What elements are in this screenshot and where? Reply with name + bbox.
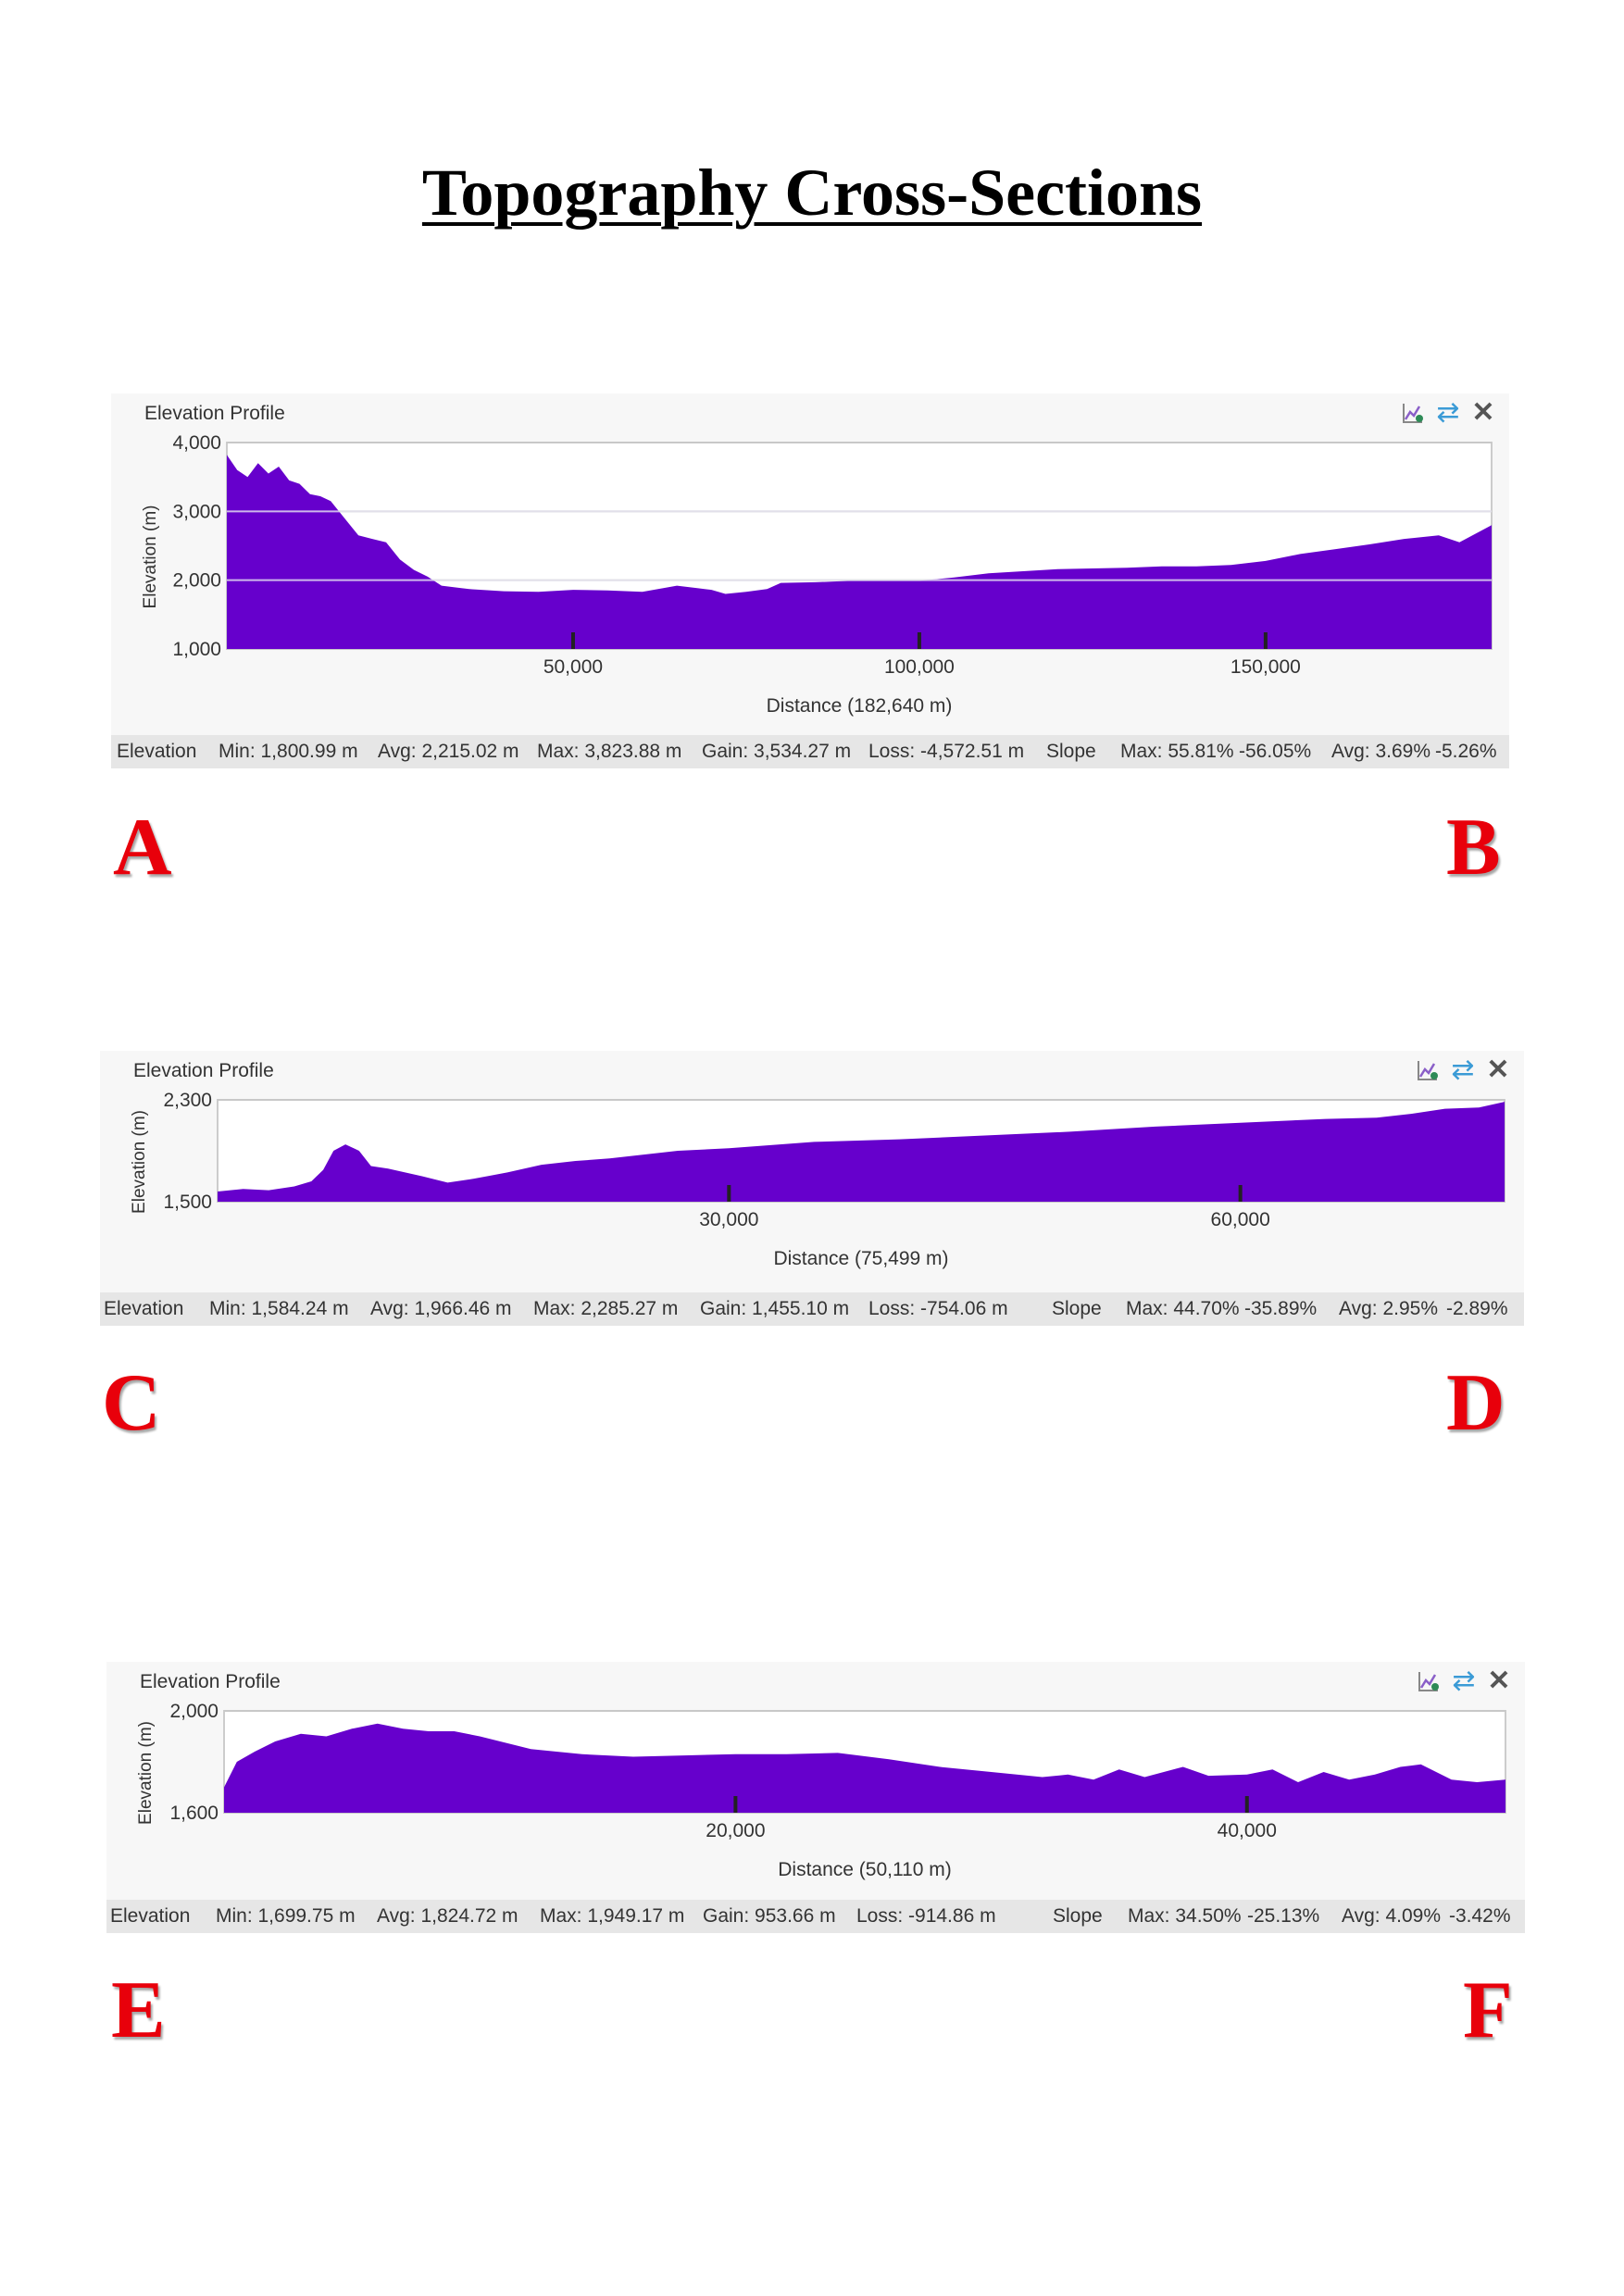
close-icon[interactable]: ✕	[1471, 397, 1495, 428]
panel-title: Elevation Profile	[140, 1671, 281, 1692]
stat-slope-min: -56.05%	[1239, 741, 1312, 762]
stat-slope-label: Slope	[1053, 1905, 1103, 1927]
document-title: Topography Cross-Sections	[421, 156, 1203, 230]
x-tick-mark	[1244, 1796, 1249, 1813]
stat-loss: Loss: -754.06 m	[868, 1298, 1008, 1319]
chart-export-icon[interactable]	[1416, 1668, 1442, 1694]
chart-export-icon[interactable]	[1415, 1057, 1441, 1083]
close-icon[interactable]: ✕	[1487, 1666, 1511, 1696]
elevation-chart-cd: 1,500 2,300 30,000 60,000 Distance (75,499 m…	[130, 1090, 1505, 1269]
point-label-b: B	[1446, 803, 1501, 892]
stat-slope-max: Max: 55.81%	[1120, 741, 1234, 762]
y-tick-label: 2,000	[172, 570, 221, 592]
x-tick-label: 40,000	[1218, 1820, 1277, 1841]
point-label-a: A	[113, 803, 172, 892]
stat-elevation-label: Elevation	[110, 1905, 191, 1927]
x-axis-label: Distance (50,110 m)	[778, 1859, 952, 1880]
elevation-area-series	[224, 1723, 1505, 1813]
stat-loss: Loss: -4,572.51 m	[868, 741, 1025, 762]
y-axis-label: Elevation (m)	[136, 1721, 156, 1825]
swap-direction-icon[interactable]: ⇄	[1436, 397, 1460, 428]
y-tick-label: 2,000	[169, 1701, 219, 1722]
x-axis-label: Distance (75,499 m)	[773, 1248, 948, 1269]
stat-max: Max: 1,949.17 m	[540, 1905, 685, 1927]
point-label-f: F	[1463, 1965, 1513, 2055]
y-axis-label: Elevation (m)	[130, 1110, 149, 1214]
elevation-chart-ef: 1,600 2,000 20,000 40,000 Distance (50,110 m…	[136, 1701, 1506, 1880]
x-tick-mark	[727, 1185, 731, 1202]
stat-gain: Gain: 3,534.27 m	[702, 741, 852, 762]
panel-toolbar: ⇄ ✕	[1400, 399, 1496, 427]
elevation-chart-ab: 1,000 2,000 3,000 4,000 50,000 100,000 150,000…	[141, 432, 1493, 717]
stat-elevation-label: Elevation	[117, 741, 197, 762]
stat-slope-max: Max: 44.70%	[1126, 1298, 1240, 1319]
stat-avg: Avg: 1,966.46 m	[370, 1298, 512, 1319]
stats-bar: Elevation Min: 1,800.99 m Avg: 2,215.02 …	[111, 735, 1509, 768]
x-tick-label: 50,000	[543, 656, 603, 678]
swap-direction-icon[interactable]: ⇄	[1452, 1666, 1476, 1696]
close-icon[interactable]: ✕	[1486, 1054, 1510, 1085]
stat-slope-avg: Avg: 2.95%	[1339, 1298, 1439, 1319]
point-label-c: C	[102, 1358, 161, 1448]
stat-max: Max: 2,285.27 m	[533, 1298, 679, 1319]
elevation-profile-panel-ab: Elevation Profile ⇄ ✕ 1,000 2,000 3,000 4,0…	[111, 393, 1509, 768]
x-tick-label: 20,000	[706, 1820, 765, 1841]
y-tick-label: 2,300	[163, 1090, 212, 1111]
stat-slope-avg: Avg: 3.69%	[1331, 741, 1431, 762]
stat-slope-avg-neg: -3.42%	[1449, 1905, 1511, 1927]
stat-slope-label: Slope	[1046, 741, 1096, 762]
panel-title: Elevation Profile	[133, 1060, 274, 1081]
stat-slope-min: -25.13%	[1247, 1905, 1320, 1927]
elevation-profile-panel-ef: Elevation Profile ⇄ ✕ 1,600 2,000 20,000 40…	[106, 1662, 1525, 1933]
stat-slope-avg: Avg: 4.09%	[1342, 1905, 1442, 1927]
stat-slope-avg-neg: -2.89%	[1446, 1298, 1508, 1319]
stat-avg: Avg: 1,824.72 m	[377, 1905, 518, 1927]
chart-export-icon[interactable]	[1400, 400, 1426, 426]
x-tick-mark	[1238, 1185, 1243, 1202]
stat-min: Min: 1,699.75 m	[216, 1905, 356, 1927]
x-tick-label: 150,000	[1230, 656, 1301, 678]
panel-toolbar: ⇄ ✕	[1415, 1056, 1511, 1084]
y-tick-label: 1,500	[163, 1192, 212, 1213]
stat-loss: Loss: -914.86 m	[856, 1905, 996, 1927]
stat-gain: Gain: 953.66 m	[703, 1905, 836, 1927]
stat-min: Min: 1,800.99 m	[219, 741, 358, 762]
y-tick-label: 3,000	[172, 501, 221, 522]
y-axis-label: Elevation (m)	[141, 505, 160, 609]
x-tick-mark	[570, 632, 575, 649]
elevation-area-series	[227, 455, 1492, 649]
x-tick-mark	[733, 1796, 738, 1813]
stat-gain: Gain: 1,455.10 m	[700, 1298, 850, 1319]
point-label-e: E	[111, 1965, 166, 2055]
stat-slope-min: -35.89%	[1244, 1298, 1318, 1319]
elevation-profile-panel-cd: Elevation Profile ⇄ ✕ 1,500 2,300 30,000 60…	[100, 1051, 1524, 1326]
stats-bar: Elevation Min: 1,584.24 m Avg: 1,966.46 …	[100, 1292, 1524, 1326]
x-tick-mark	[917, 632, 921, 649]
y-tick-label: 1,000	[172, 639, 221, 660]
stat-slope-max: Max: 34.50%	[1128, 1905, 1242, 1927]
x-tick-label: 100,000	[884, 656, 955, 678]
stat-min: Min: 1,584.24 m	[209, 1298, 349, 1319]
panel-toolbar: ⇄ ✕	[1416, 1667, 1512, 1695]
x-tick-mark	[1263, 632, 1268, 649]
point-label-d: D	[1446, 1358, 1505, 1448]
stat-elevation-label: Elevation	[104, 1298, 184, 1319]
stat-slope-label: Slope	[1052, 1298, 1102, 1319]
x-axis-label: Distance (182,640 m)	[767, 695, 953, 717]
x-tick-label: 30,000	[699, 1209, 758, 1230]
stat-max: Max: 3,823.88 m	[537, 741, 682, 762]
swap-direction-icon[interactable]: ⇄	[1451, 1054, 1475, 1085]
stat-avg: Avg: 2,215.02 m	[378, 741, 519, 762]
elevation-area-series	[218, 1102, 1505, 1202]
y-tick-label: 1,600	[169, 1803, 219, 1824]
stats-bar: Elevation Min: 1,699.75 m Avg: 1,824.72 …	[106, 1900, 1525, 1933]
panel-title: Elevation Profile	[144, 403, 285, 424]
y-tick-label: 4,000	[172, 432, 221, 454]
x-tick-label: 60,000	[1211, 1209, 1270, 1230]
stat-slope-avg-neg: -5.26%	[1435, 741, 1497, 762]
